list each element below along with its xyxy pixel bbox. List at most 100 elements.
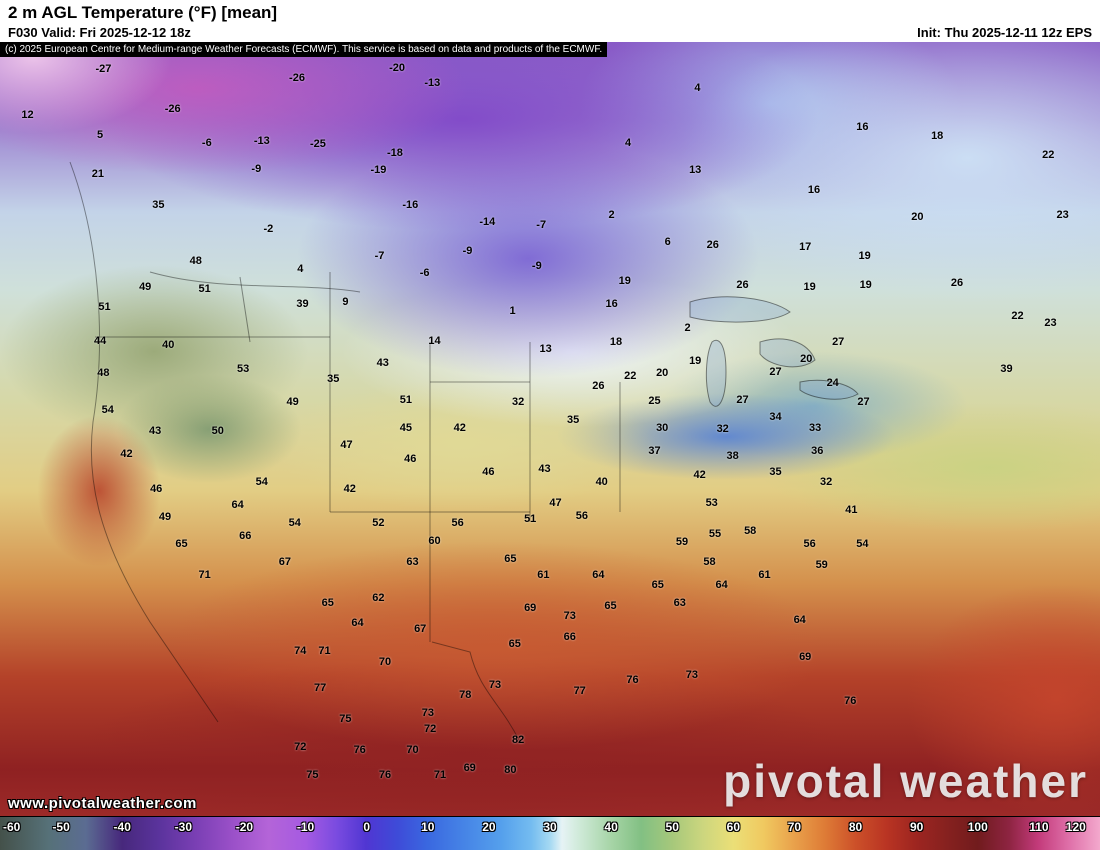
temp-label: 48 [189,255,202,268]
temp-label: 66 [239,529,252,542]
temp-label: 65 [651,579,664,592]
temp-label: 22 [624,370,637,383]
temp-label: 58 [703,556,716,569]
temp-label: 35 [769,466,782,479]
temp-label: 69 [799,651,812,664]
colorbar-tick: 20 [482,820,496,834]
temp-label: -9 [531,259,542,272]
temp-label: 76 [353,744,366,757]
temp-label: -6 [419,267,430,280]
temp-label: -2 [263,222,274,235]
temp-label: 40 [595,476,608,489]
temp-label: -18 [386,147,403,160]
temp-label: 26 [736,279,749,292]
temp-label: 53 [236,363,250,376]
temp-label: 19 [689,354,702,367]
temp-label: 59 [675,536,689,548]
temp-label: 19 [803,280,816,293]
colorbar-tick: 60 [726,820,741,834]
temp-label: 45 [399,422,413,435]
temp-label: -26 [164,102,181,115]
temp-label: -20 [389,61,406,74]
temp-label: 42 [453,422,466,435]
temp-label: 54 [288,517,301,530]
temp-label: -13 [253,135,270,148]
temp-label: 51 [399,394,413,407]
temp-label: 63 [673,597,686,610]
temp-label: 75 [339,713,352,726]
temp-label: 19 [859,279,872,292]
temp-label: 59 [815,559,828,572]
colorbar-tick: -10 [296,820,315,834]
temp-label: -19 [370,164,387,177]
colorbar-tick: 70 [787,820,802,834]
watermark-url: www.pivotalweather.com [8,795,197,812]
temp-label: 71 [318,645,331,658]
temp-label: 32 [819,476,833,489]
temp-label: 73 [488,679,502,692]
temp-label: 61 [537,568,550,581]
temp-label: 58 [744,525,757,538]
temp-label: 33 [808,422,822,435]
temp-label: 76 [378,768,392,781]
colorbar-tick: 50 [665,820,679,834]
temp-label: 55 [708,528,722,541]
temp-label: -14 [479,216,496,229]
colorbar-tick: 100 [967,820,988,834]
temp-label: -25 [309,138,326,151]
temp-label: 25 [648,395,661,408]
temp-label: 16 [807,183,821,196]
temp-label: 64 [715,579,728,592]
temp-label: 70 [406,744,419,757]
temp-label: -13 [424,77,441,90]
colorbar-tick: 30 [543,820,557,834]
temperature-map: (c) 2025 European Centre for Medium-rang… [0,42,1100,816]
temp-label: 73 [421,707,435,720]
temp-label: 39 [1000,363,1013,376]
temp-label: 48 [97,367,110,380]
colorbar-tick: -40 [113,820,131,834]
temp-label: 23 [1056,208,1069,221]
temp-label: 20 [800,353,813,366]
temp-label: 4 [625,136,632,149]
temp-label: 42 [693,468,706,481]
temp-label: 60 [428,535,441,548]
temp-label: 43 [376,357,389,370]
temp-label: 6 [664,236,671,249]
temp-label: 78 [459,689,472,702]
temp-label: 49 [286,395,299,408]
temp-label: 49 [139,280,152,293]
colorbar-tick: 90 [909,820,924,834]
temp-label: 17 [799,241,812,254]
temp-label: -7 [536,219,547,232]
temp-label: 56 [575,509,589,522]
temp-label: 69 [524,601,537,614]
colorbar-tick: 120 [1065,820,1086,834]
temp-label: 51 [524,512,537,525]
temp-label: 64 [351,617,364,630]
temp-label: 51 [98,301,111,314]
temp-label: 71 [198,568,211,581]
colorbar-tick: 110 [1029,820,1049,834]
temp-label: 27 [857,395,870,408]
temp-label: 37 [648,445,661,458]
temp-label: 26 [706,238,719,251]
colorbar-tick: 0 [363,820,370,834]
temp-label: 13 [689,164,702,177]
temp-label: 20 [656,367,669,380]
temp-label: 35 [566,414,580,427]
temp-label: 53 [705,497,718,510]
temp-label: 56 [451,517,464,530]
temp-label: 18 [931,130,944,143]
pivotal-weather-logo: pivotal weather [723,755,1088,807]
temp-label: 40 [162,339,175,352]
temp-label: 22 [1011,309,1024,322]
temp-label: 46 [482,466,495,479]
temp-label: -27 [95,63,112,76]
temp-label: 52 [372,517,385,530]
temp-label: 65 [321,597,334,610]
temp-label: 76 [626,673,639,686]
temp-label: 47 [340,439,353,452]
temp-label: 27 [736,394,749,407]
